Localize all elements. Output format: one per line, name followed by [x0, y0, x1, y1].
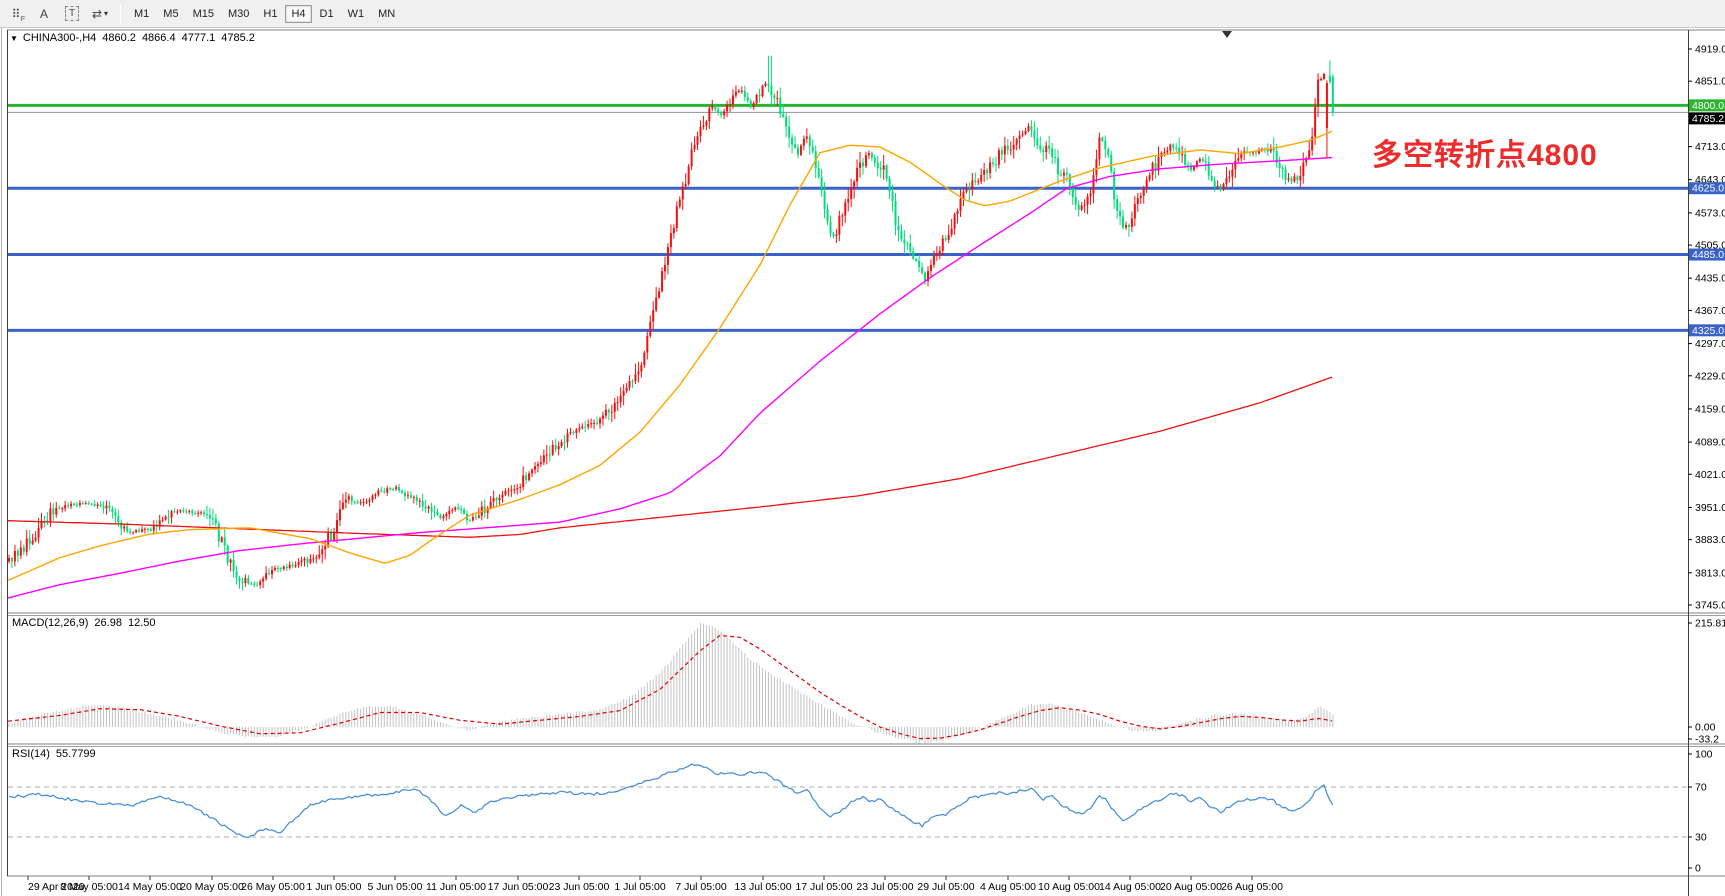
svg-text:4785.2: 4785.2 — [1692, 113, 1724, 125]
timeframe-w1-button[interactable]: W1 — [347, 7, 365, 20]
svg-text:14 May 05:00: 14 May 05:00 — [118, 881, 182, 893]
svg-text:13 Jul 05:00: 13 Jul 05:00 — [734, 881, 791, 893]
collapse-icon[interactable]: ▼ — [10, 34, 18, 43]
svg-text:4625.0: 4625.0 — [1692, 183, 1724, 195]
grid-tool-icon[interactable]: ⠿ F — [11, 6, 25, 23]
timeframe-m1-button[interactable]: M1 — [134, 7, 150, 20]
svg-text:4485.0: 4485.0 — [1692, 249, 1724, 261]
annotation-text[interactable]: 多空转折点4800 — [1372, 139, 1598, 172]
svg-text:4089.0: 4089.0 — [1695, 437, 1725, 449]
timeframe-h1-button[interactable]: H1 — [263, 7, 278, 20]
svg-text:26 Aug 05:00: 26 Aug 05:00 — [1221, 881, 1283, 893]
svg-text:4159.0: 4159.0 — [1695, 403, 1725, 415]
svg-text:10 Aug 05:00: 10 Aug 05:00 — [1038, 881, 1100, 893]
svg-text:0: 0 — [1695, 863, 1701, 875]
svg-text:1 Jun 05:00: 1 Jun 05:00 — [307, 881, 362, 893]
rsi-label: RSI(14) 55.7799 — [12, 748, 102, 760]
toolbar-tools: ⠿ F A T ⇄ ▾ — [0, 3, 112, 25]
toolbar-separator — [120, 3, 121, 24]
symbol-ohlc-line: ▼ CHINA300-,H4 4860.2 4866.4 4777.1 4785.2 — [10, 32, 261, 44]
svg-text:4297.0: 4297.0 — [1695, 338, 1725, 350]
svg-text:1 Jul 05:00: 1 Jul 05:00 — [614, 881, 666, 893]
svg-text:23 Jul 05:00: 23 Jul 05:00 — [856, 881, 913, 893]
svg-text:3813.0: 3813.0 — [1695, 567, 1725, 579]
rsi-name: RSI(14) — [12, 748, 50, 760]
rsi-panel — [8, 763, 1688, 839]
chart-shift-marker-icon — [1222, 31, 1232, 38]
svg-text:4325.0: 4325.0 — [1692, 325, 1724, 337]
timeframe-d1-button[interactable]: D1 — [319, 7, 334, 20]
open-value: 4860.2 — [102, 32, 136, 44]
timeframe-m30-button[interactable]: M30 — [227, 7, 250, 20]
macd-name: MACD(12,26,9) — [12, 617, 89, 629]
svg-text:4713.0: 4713.0 — [1695, 141, 1725, 153]
svg-text:215.81: 215.81 — [1695, 618, 1725, 630]
svg-text:0.00: 0.00 — [1695, 722, 1716, 734]
svg-text:-33.2: -33.2 — [1695, 734, 1719, 746]
chart-area[interactable]: 4919.0 4851.0 4713.0 4643.0 4573.0 4505.0 4435… — [0, 28, 1725, 896]
svg-text:3883.0: 3883.0 — [1695, 534, 1725, 546]
svg-text:7 Jul 05:00: 7 Jul 05:00 — [675, 881, 727, 893]
svg-text:8 May 05:00: 8 May 05:00 — [60, 881, 118, 893]
svg-text:30: 30 — [1695, 832, 1707, 844]
svg-text:17 Jun 05:00: 17 Jun 05:00 — [488, 881, 549, 893]
svg-text:4367.0: 4367.0 — [1695, 305, 1725, 317]
svg-text:4021.0: 4021.0 — [1695, 469, 1725, 481]
rsi-line — [8, 763, 1334, 839]
text-box-tool-icon[interactable]: T — [60, 3, 84, 25]
rsi-value: 55.7799 — [55, 748, 96, 760]
svg-text:4435.0: 4435.0 — [1695, 273, 1725, 285]
svg-text:23 Jun 05:00: 23 Jun 05:00 — [549, 881, 610, 893]
svg-text:29 Jul 05:00: 29 Jul 05:00 — [917, 881, 974, 893]
ma-mid-magenta-line — [8, 156, 1333, 599]
timeframe-m5-button[interactable]: M5 — [163, 7, 179, 20]
svg-text:3745.0: 3745.0 — [1695, 600, 1725, 612]
svg-text:4229.0: 4229.0 — [1695, 370, 1725, 382]
macd-signal-value: 12.50 — [127, 617, 156, 629]
svg-text:3951.0: 3951.0 — [1695, 502, 1725, 514]
svg-text:20 May 05:00: 20 May 05:00 — [180, 881, 244, 893]
svg-text:29 Apr 2020: 29 Apr 2020 — [28, 881, 85, 893]
chart-canvas[interactable]: 4919.04851.04713.04643.04573.04505.04435… — [0, 28, 1725, 896]
svg-text:4919.0: 4919.0 — [1695, 44, 1725, 56]
main-price-panel — [8, 55, 1688, 599]
svg-text:100: 100 — [1695, 749, 1713, 761]
svg-text:4800.0: 4800.0 — [1692, 100, 1724, 112]
svg-text:70: 70 — [1695, 782, 1707, 794]
font-tool-icon[interactable]: A — [39, 6, 48, 21]
svg-text:4851.0: 4851.0 — [1695, 76, 1725, 88]
svg-text:26 May 05:00: 26 May 05:00 — [241, 881, 305, 893]
timeframe-m15-button[interactable]: M15 — [192, 7, 214, 20]
macd-signal-line — [8, 634, 1333, 740]
close-value: 4785.2 — [221, 32, 255, 44]
svg-text:14 Aug 05:00: 14 Aug 05:00 — [1099, 881, 1161, 893]
timeframe-h4-button[interactable]: H4 — [285, 4, 312, 23]
macd-label: MACD(12,26,9) 26.98 12.50 — [12, 617, 161, 629]
ma-fast-orange-line — [8, 130, 1333, 582]
cursor-tool-icon[interactable]: ⇄ ▾ — [91, 6, 109, 21]
low-value: 4777.1 — [181, 32, 216, 44]
svg-text:17 Jul 05:00: 17 Jul 05:00 — [795, 881, 852, 893]
macd-main-value: 26.98 — [94, 617, 122, 629]
svg-text:5 Jun 05:00: 5 Jun 05:00 — [368, 881, 423, 893]
high-value: 4866.4 — [141, 32, 176, 44]
price-axis: 4919.04851.04713.04643.04573.04505.04435… — [1688, 44, 1725, 875]
macd-panel — [8, 622, 1334, 744]
timeframe-buttons: M1 M5 M15 M30 H1 H4 D1 W1 MN — [127, 4, 402, 23]
symbol-label: CHINA300-,H4 — [22, 32, 97, 44]
svg-text:11 Jun 05:00: 11 Jun 05:00 — [426, 881, 486, 893]
timeframe-mn-button[interactable]: MN — [378, 7, 396, 20]
svg-text:20 Aug 05:00: 20 Aug 05:00 — [1160, 881, 1222, 893]
candlestick-layer — [8, 55, 1334, 591]
svg-text:4573.0: 4573.0 — [1695, 207, 1725, 219]
svg-text:4 Aug 05:00: 4 Aug 05:00 — [980, 881, 1036, 893]
toolbar: ⠿ F A T ⇄ ▾ M1 M5 M15 M30 H1 H4 D1 W1 MN — [0, 0, 1725, 28]
